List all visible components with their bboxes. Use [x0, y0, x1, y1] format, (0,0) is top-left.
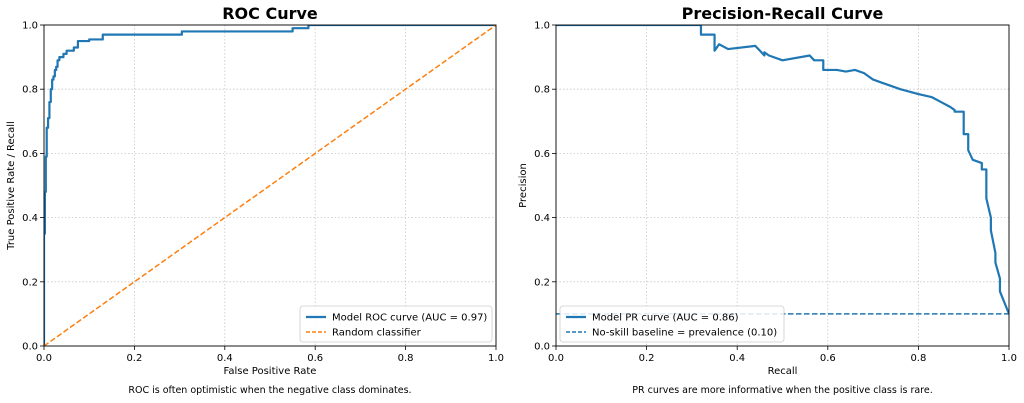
axes-frame: [43, 24, 497, 347]
y-axis-label: Precision: [518, 163, 529, 208]
y-tick-label: 0.4: [534, 213, 550, 224]
x-axis-label: False Positive Rate: [224, 366, 317, 377]
legend-label-1: Random classifier: [332, 328, 422, 339]
series-line-0: [556, 25, 1009, 315]
x-tick-label: 0.2: [126, 353, 142, 364]
y-tick-label: 0.2: [534, 277, 550, 288]
y-axis-label: True Positive Rate / Recall: [6, 121, 17, 251]
chart-caption: ROC is often optimistic when the negativ…: [128, 385, 411, 396]
series-line-0: [44, 25, 496, 346]
axes-frame: [555, 24, 1010, 347]
x-tick-label: 0.6: [820, 353, 836, 364]
y-tick-label: 0.4: [22, 213, 38, 224]
legend-label-0: Model PR curve (AUC = 0.86): [592, 313, 739, 324]
legend-label-0: Model ROC curve (AUC = 0.97): [332, 313, 487, 324]
legend-box: [559, 305, 785, 343]
x-tick-label: 0.8: [910, 353, 926, 364]
x-tick-label: 0.4: [729, 353, 745, 364]
legend-label-1: No-skill baseline = prevalence (0.10): [592, 328, 777, 339]
x-tick-label: 0.0: [36, 353, 52, 364]
x-tick-label: 1.0: [1001, 353, 1017, 364]
chart-title: ROC Curve: [222, 4, 318, 23]
series-line-1: [44, 25, 496, 346]
legend-box: [299, 305, 493, 343]
x-axis-label: Recall: [768, 366, 798, 377]
x-tick-label: 0.8: [398, 353, 414, 364]
y-tick-label: 0.8: [534, 85, 550, 96]
y-tick-label: 0.6: [22, 149, 38, 160]
chart-caption: PR curves are more informative when the …: [632, 385, 933, 396]
y-tick-label: 0.2: [22, 277, 38, 288]
x-tick-label: 1.0: [488, 353, 504, 364]
y-tick-label: 1.0: [22, 21, 38, 32]
y-tick-label: 0.6: [534, 149, 550, 160]
y-tick-label: 0.0: [22, 342, 38, 353]
chart-title: Precision-Recall Curve: [682, 4, 884, 23]
y-tick-label: 1.0: [534, 21, 550, 32]
x-tick-label: 0.0: [548, 353, 564, 364]
x-tick-label: 0.4: [217, 353, 233, 364]
pr-panel: 0.0 0.2 0.4 0.6 0.8 1.0 0.0 0.2 0.4 0.6 0.8 1.0 Prec…: [518, 4, 1017, 396]
x-tick-label: 0.2: [639, 353, 655, 364]
y-tick-label: 0.0: [534, 342, 550, 353]
y-tick-label: 0.8: [22, 85, 38, 96]
x-tick-label: 0.6: [307, 353, 323, 364]
roc-panel: 0.0 0.2 0.4 0.6 0.8 1.0 0.0 0.2 0.4 0.6 0.8 1.0 ROC …: [6, 4, 504, 396]
